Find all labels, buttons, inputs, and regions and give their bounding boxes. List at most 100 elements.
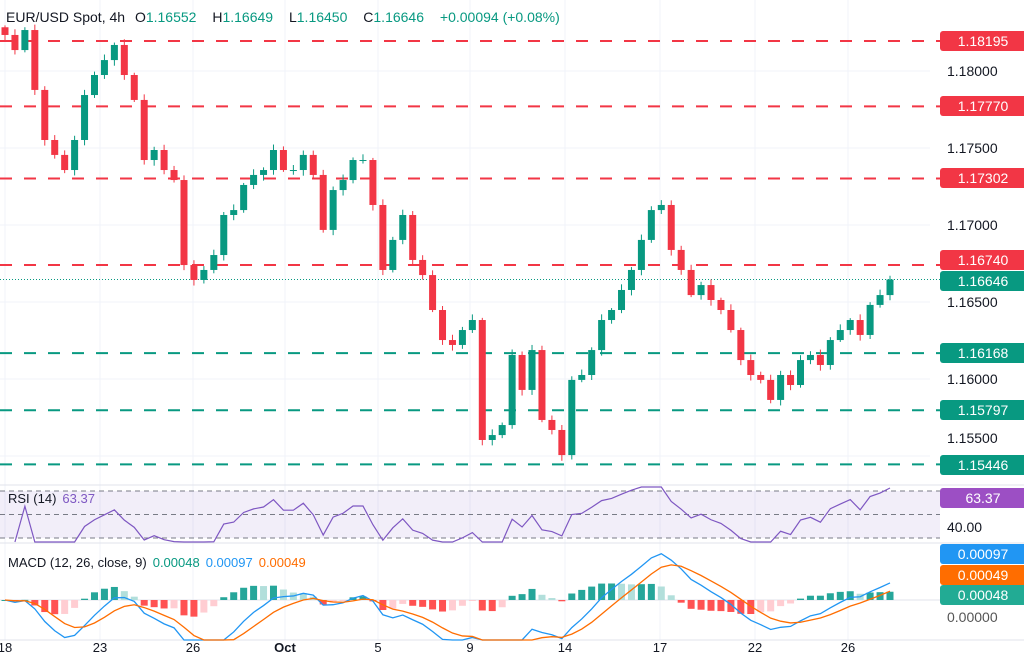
price-tick: 1.18000 [947, 63, 998, 79]
macd-line-tag: 0.00097 [940, 544, 1024, 564]
candle-body [468, 320, 476, 331]
current-price-tag: 1.16646 [940, 271, 1024, 291]
resistance-level-tag: 1.16740 [940, 250, 1024, 270]
macd-histogram-bar [797, 598, 805, 600]
rsi-value: 63.37 [62, 491, 95, 506]
macd-histogram-bar [687, 600, 695, 609]
macd-legend: MACD (12, 26, close, 9) 0.00048 0.00097 0.0… [8, 555, 312, 570]
ohlc-low-value: 1.16450 [296, 9, 348, 25]
macd-histogram-bar [846, 591, 854, 600]
macd-histogram-bar [518, 594, 526, 600]
macd-histogram-bar [81, 598, 89, 600]
candle-body [240, 184, 248, 211]
ohlc-open-value: 1.16552 [145, 9, 197, 25]
candle-body [71, 139, 79, 171]
macd-histogram-bar [359, 596, 367, 600]
macd-histogram-bar [120, 591, 128, 600]
symbol-title: EUR/USD Spot, 4h [6, 9, 126, 25]
resistance-level-tag: 1.18195 [940, 31, 1024, 51]
macd-histogram-bar [319, 600, 327, 605]
candle-body [51, 139, 59, 155]
candle-body [100, 60, 108, 76]
price-change: +0.00094 (+0.08%) [439, 9, 560, 25]
macd-histogram-bar [707, 600, 715, 611]
price-tick: 1.15500 [947, 430, 998, 446]
macd-histogram-bar [717, 600, 725, 612]
candle-body [767, 379, 775, 400]
macd-histogram-bar [588, 586, 596, 600]
candle-body [727, 310, 735, 331]
macd-histogram-bar [210, 600, 218, 607]
candle-body [478, 320, 486, 440]
macd-histogram-bar [498, 600, 506, 608]
candle-body [269, 150, 277, 171]
macd-histogram-bar [339, 600, 347, 601]
candle-body [130, 75, 138, 100]
candle-body [578, 374, 586, 380]
support-level-tag: 1.15446 [940, 455, 1024, 475]
resistance-level-tag: 1.17302 [940, 168, 1024, 188]
macd-histogram-bar [598, 583, 606, 600]
candle-body [598, 320, 606, 351]
candle-body [787, 374, 795, 386]
ohlc-high-value: 1.16649 [222, 9, 274, 25]
macd-line [4, 553, 891, 641]
macd-histogram-bar [568, 593, 576, 600]
support-level-tag: 1.16168 [940, 343, 1024, 363]
macd-histogram-bar [468, 600, 476, 601]
macd-histogram-bar [767, 600, 775, 612]
candle-body [866, 304, 874, 335]
candle-body [856, 320, 864, 335]
candle-body [429, 275, 437, 311]
candle-body [568, 379, 576, 456]
rsi-line [14, 486, 891, 543]
macd-histogram-bar [806, 595, 814, 600]
candle-body [110, 44, 118, 61]
macd-histogram-bar [757, 600, 765, 613]
candle-body [90, 75, 98, 96]
candle-body [548, 419, 556, 430]
macd-hist-tag: 0.00048 [940, 585, 1024, 605]
macd-histogram-bar [816, 595, 824, 600]
macd-histogram-bar [269, 585, 277, 600]
macd-histogram-bar [667, 595, 675, 600]
macd-histogram-bar [777, 600, 785, 607]
macd-histogram-bar [399, 600, 407, 604]
candle-body [210, 255, 218, 270]
macd-line-value: 0.00097 [205, 555, 253, 570]
candle-body [140, 99, 148, 161]
candle-body [220, 214, 228, 256]
candle-body [508, 354, 516, 426]
candle-body [737, 330, 745, 361]
macd-histogram-bar [488, 600, 496, 612]
candle-body [757, 374, 765, 380]
price-tick: 1.16500 [947, 294, 998, 310]
ohlc-low: L1.16450 [289, 9, 353, 25]
candle-body [777, 374, 785, 400]
ohlc-open-label: O [134, 9, 146, 25]
candle-body [528, 350, 536, 390]
macd-histogram-bar [886, 591, 894, 600]
rsi-legend: RSI (14) 63.37 [8, 491, 101, 506]
macd-histogram-bar [51, 600, 59, 615]
macd-histogram-bar [727, 600, 735, 612]
macd-histogram-bar [190, 600, 198, 617]
candle-body [160, 150, 168, 171]
candle-body [876, 295, 884, 305]
macd-histogram-bar [478, 600, 486, 611]
time-tick: 26 [185, 640, 201, 655]
candle-body [1, 27, 9, 35]
macd-histogram-bar [279, 589, 287, 600]
candle-body [289, 170, 297, 172]
candle-body [349, 160, 357, 181]
ohlc-low-label: L [288, 9, 297, 25]
macd-histogram-bar [100, 588, 108, 600]
macd-histogram-bar [429, 600, 437, 610]
candle-body [717, 299, 725, 311]
macd-histogram-bar [866, 592, 874, 600]
macd-histogram-bar [677, 600, 685, 603]
support-level-tag: 1.15797 [940, 400, 1024, 420]
candle-body [747, 360, 755, 375]
macd-histogram-bar [647, 583, 655, 600]
